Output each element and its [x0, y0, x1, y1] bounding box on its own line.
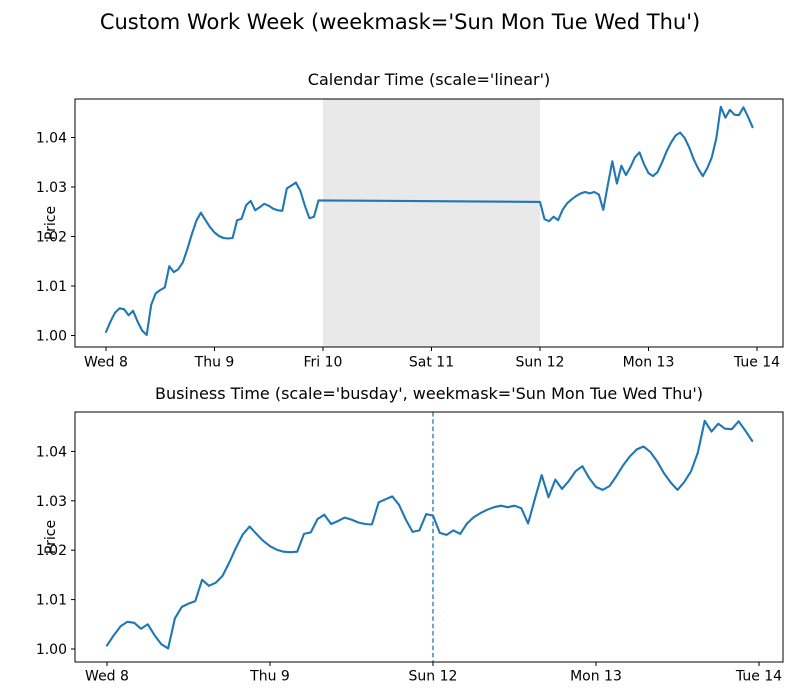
calendar-panel-title: Calendar Time (scale='linear') [307, 70, 551, 89]
business-y-axis-label: Price [43, 519, 59, 555]
y-tick-label: 1.03 [36, 180, 67, 196]
x-tick-label: Wed 8 [84, 355, 128, 371]
y-tick-label: 1.02 [36, 543, 67, 559]
x-tick-label: Mon 13 [623, 355, 675, 371]
y-tick-label: 1.04 [36, 131, 67, 147]
y-tick-label: 1.00 [36, 642, 67, 658]
x-tick-label: Tue 14 [735, 669, 782, 685]
calendar-y-axis-label: Price [43, 205, 59, 241]
x-tick-label: Mon 13 [570, 669, 622, 685]
y-tick-label: 1.01 [36, 593, 67, 609]
y-tick-label: 1.03 [36, 494, 67, 510]
axes-frame [74, 98, 784, 348]
y-tick-label: 1.04 [36, 444, 67, 460]
x-tick-label: Wed 8 [85, 669, 129, 685]
price-line [105, 419, 754, 650]
business-panel-title: Business Time (scale='busday', weekmask=… [154, 384, 704, 403]
x-tick-label: Tue 14 [733, 355, 780, 371]
figure-suptitle: Custom Work Week (weekmask='Sun Mon Tue … [99, 10, 701, 34]
y-tick-label: 1.01 [36, 279, 67, 295]
x-tick-label: Sat 11 [409, 355, 454, 371]
x-tick-label: Fri 10 [304, 355, 343, 371]
axes-frame [74, 411, 784, 663]
x-tick-label: Thu 9 [249, 669, 290, 685]
x-tick-label: Thu 9 [194, 355, 235, 371]
price-line [104, 105, 754, 337]
y-tick-label: 1.00 [36, 329, 67, 345]
y-tick-label: 1.02 [36, 230, 67, 246]
x-tick-label: Sun 12 [516, 355, 565, 371]
weekend-shaded-band [323, 99, 540, 347]
x-tick-label: Sun 12 [409, 669, 458, 685]
